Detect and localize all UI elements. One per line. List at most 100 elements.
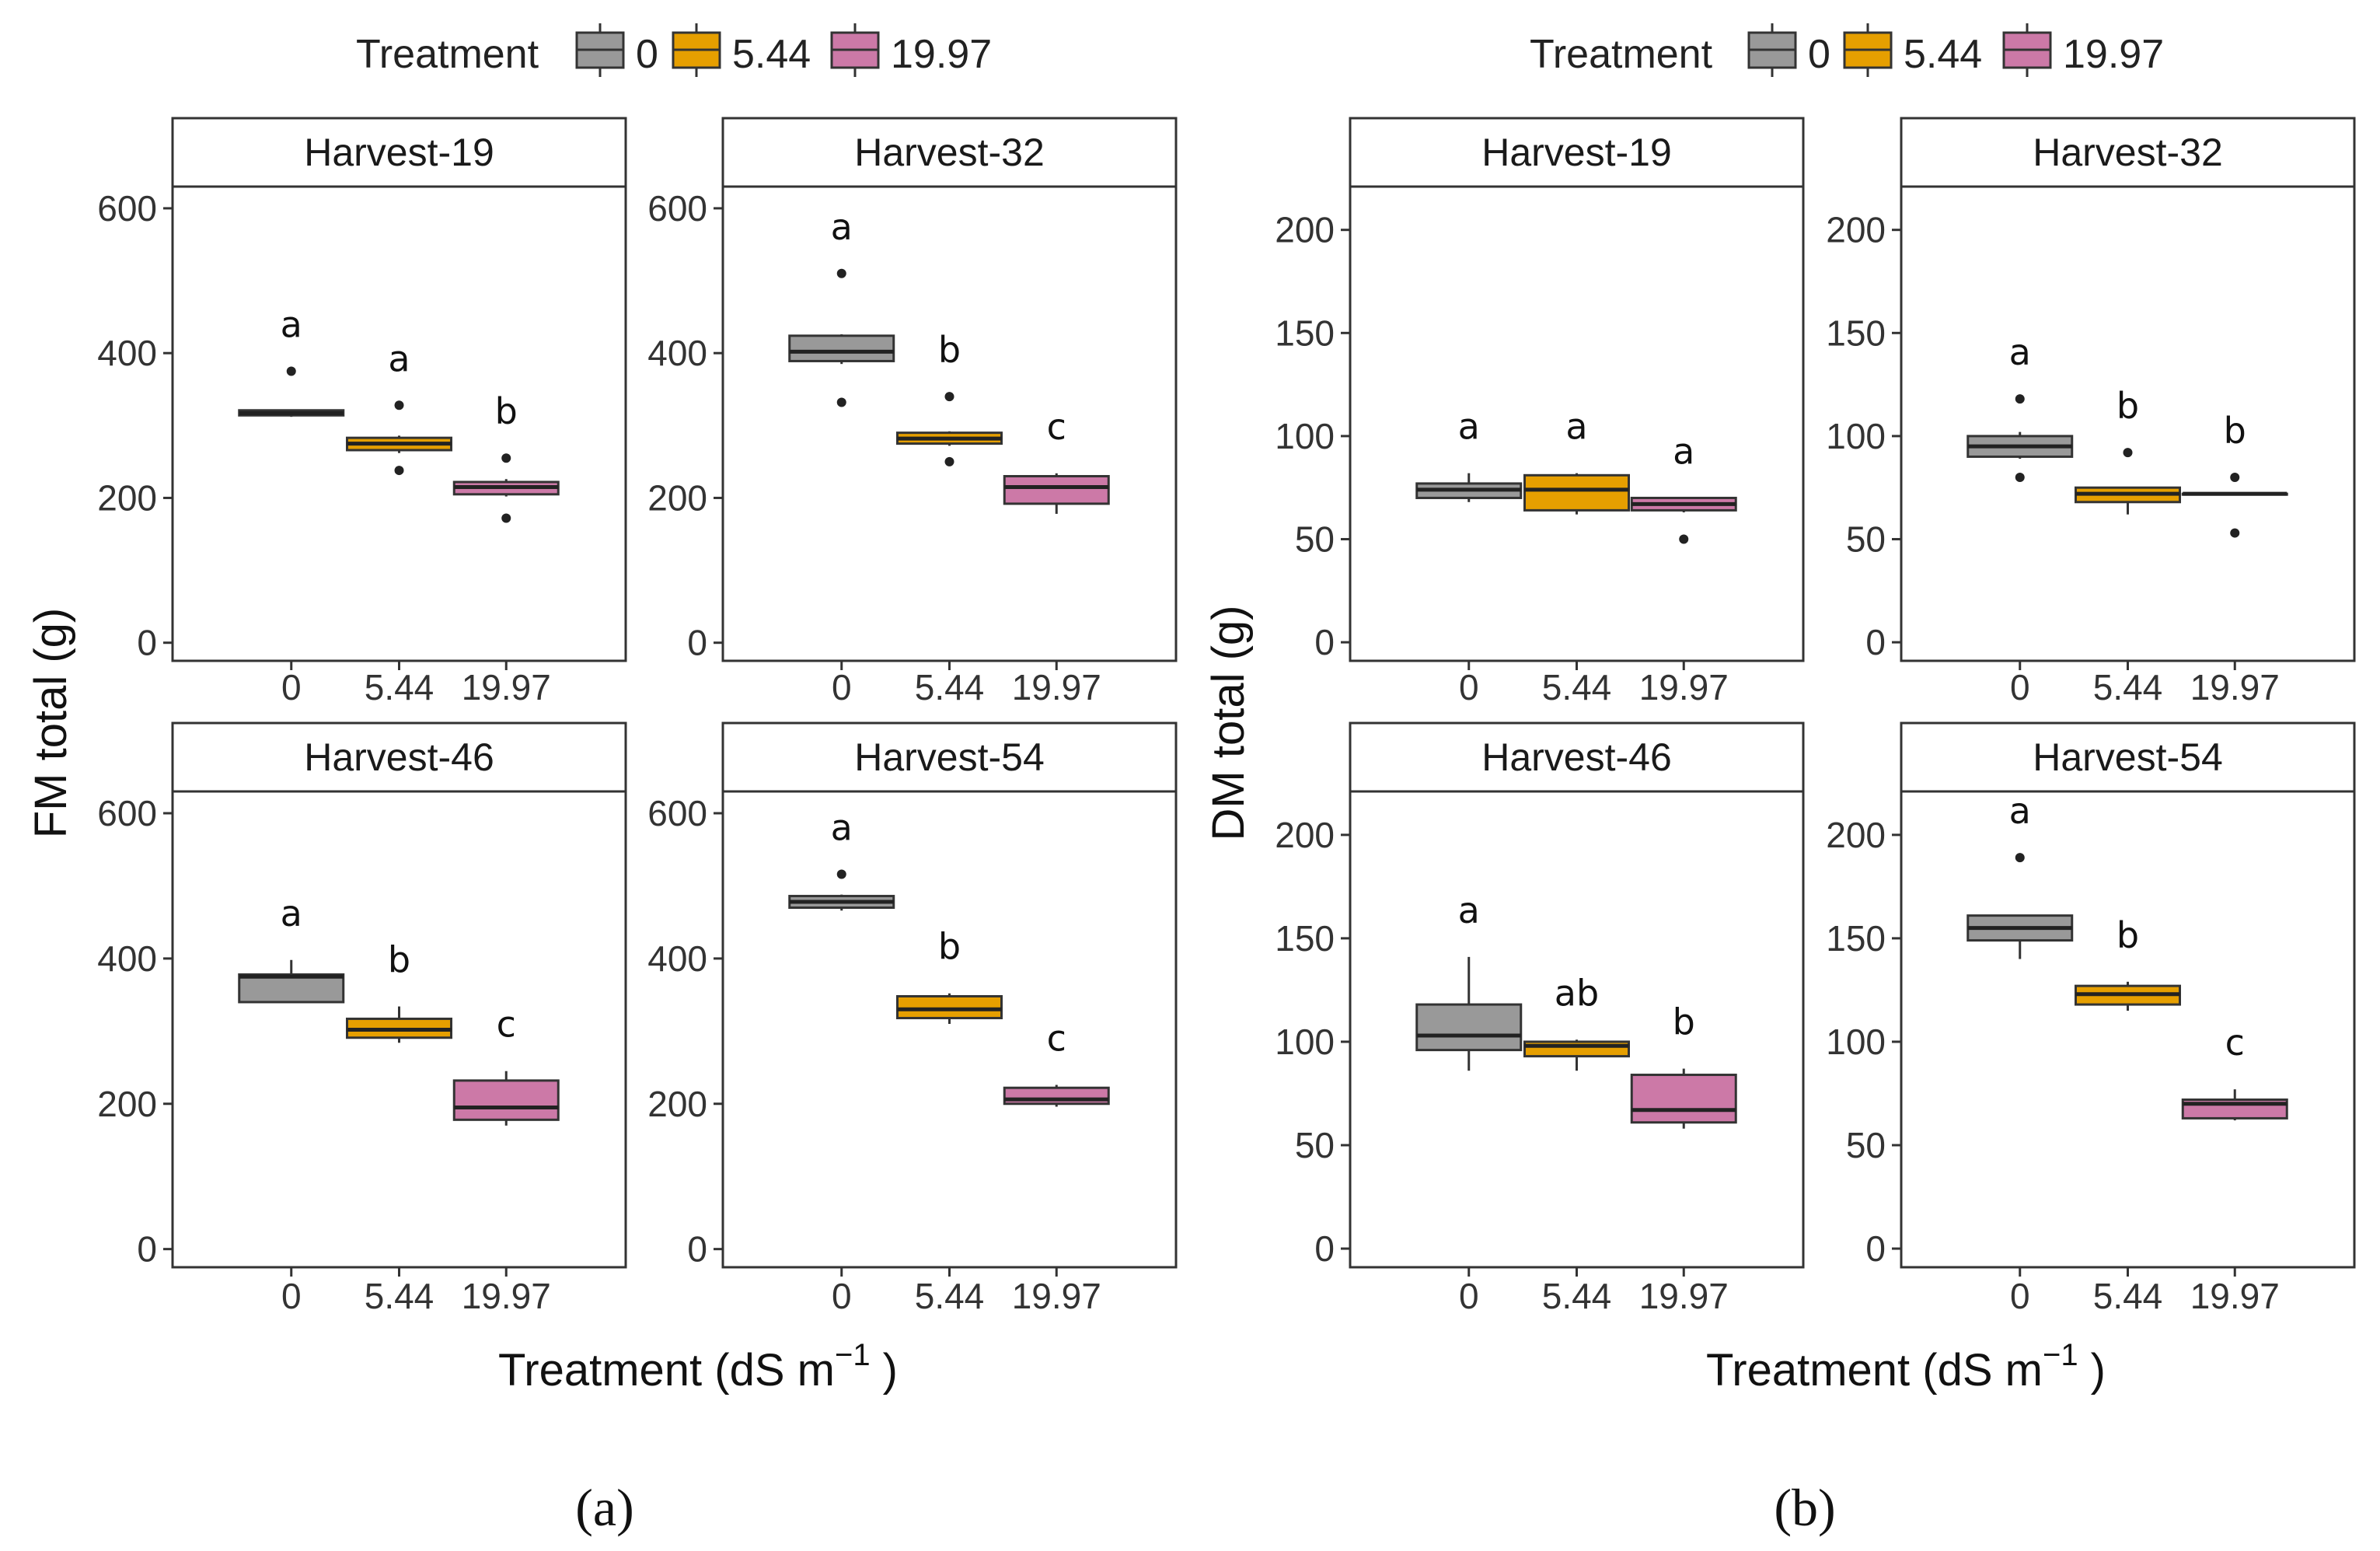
x-tick-label: 0 [281,1276,302,1316]
x-tick-label: 19.97 [1639,667,1729,707]
y-tick-label: 0 [1314,622,1335,662]
box-5-44: b [896,329,1003,466]
y-tick-label: 0 [1314,1228,1335,1269]
y-tick-label: 0 [687,1229,707,1270]
x-tick-label: 0 [2010,667,2030,707]
significance-letter: a [2009,790,2031,832]
box-19-97: c [1003,406,1110,514]
significance-letter: a [1673,430,1694,472]
facet-a-harvest-46: Harvest-46 0 200 400 600 0 5.44 19.97 a b c [97,721,627,1316]
outlier-point [836,869,846,879]
box-0: a [1415,406,1523,502]
box-iqr [1003,1086,1110,1106]
x-tick-label: 5.44 [2093,667,2163,707]
significance-letter: b [2117,385,2139,427]
legend-key-0 [1747,23,1797,77]
y-tick-label: 200 [647,477,707,518]
box-iqr [452,1079,560,1121]
box-iqr [1630,1074,1737,1124]
box-5-44: a [1523,406,1630,515]
x-tick-label: 0 [832,1276,852,1316]
outlier-point [501,453,511,463]
significance-letter: a [831,206,853,248]
significance-letter: b [938,329,961,371]
x-axis-title-main: Treatment (dS m [498,1345,835,1396]
significance-letter: a [388,337,410,379]
x-tick-label: 5.44 [915,667,985,707]
facet-a-harvest-19: Harvest-19 0 200 400 600 0 5.44 19.97 a a b [97,117,627,707]
x-tick-label: 19.97 [462,1276,551,1316]
legend-key-5-44 [672,23,721,77]
y-tick-label: 600 [647,793,707,833]
box-iqr [238,973,345,1004]
x-tick-label: 0 [1459,667,1479,707]
facet-strip [1349,117,1805,188]
y-tick-label: 200 [1275,815,1335,855]
legend-label-5-44: 5.44 [1904,32,1982,77]
box-0: a [238,893,345,1004]
x-tick-label: 0 [281,667,302,707]
box-0: a [788,807,895,911]
facet-a-harvest-32: Harvest-32 0 200 400 600 0 5.44 19.97 a b c [647,117,1178,707]
outlier-point [2015,394,2025,404]
y-tick-label: 400 [647,333,707,373]
facet-b-harvest-19: Harvest-19 0 50 100 150 200 0 5.44 19.97 a a a [1275,117,1805,707]
outlier-point [944,456,954,466]
box-5-44: b [2075,385,2181,515]
y-tick-label: 0 [1865,1228,1886,1269]
y-tick-label: 50 [1295,1125,1335,1165]
legend-label-19-97: 19.97 [891,32,992,77]
facet-title: Harvest-32 [2033,131,2223,174]
box-19-97: c [2181,1022,2288,1121]
plot-area [1900,185,2356,662]
legend-label-0: 0 [636,32,658,77]
y-tick-label: 50 [1846,519,1886,560]
box-19-97: b [452,390,560,523]
box-19-97: c [1003,1017,1110,1107]
significance-letter: b [1673,1001,1695,1043]
significance-letter: b [938,926,961,968]
significance-letter: c [2225,1022,2245,1064]
x-tick-label: 19.97 [462,667,551,707]
x-tick-label: 19.97 [1639,1276,1729,1316]
facet-title: Harvest-46 [1481,735,1672,779]
x-tick-label: 5.44 [1542,667,1612,707]
facet-title: Harvest-54 [854,735,1045,779]
y-tick-label: 200 [1275,210,1335,250]
outlier-point [836,397,846,407]
x-axis-title-main: Treatment (dS m [1706,1345,2043,1396]
y-tick-label: 400 [647,938,707,979]
x-axis-title-end: ) [2078,1345,2106,1396]
y-tick-label: 200 [97,1084,157,1124]
outlier-point [2015,853,2025,863]
facet-strip [171,117,627,188]
significance-letter: a [1458,889,1480,931]
significance-letter: a [2009,331,2031,373]
significance-letter: c [497,1004,516,1046]
significance-letter: b [495,390,518,432]
facet-strip [721,721,1178,793]
x-tick-label: 5.44 [2093,1276,2163,1316]
x-tick-label: 5.44 [915,1276,985,1316]
y-axis-title: FM total (g) [26,608,76,839]
box-19-97: c [452,1004,560,1126]
x-tick-label: 19.97 [2190,1276,2280,1316]
box-5-44: b [896,926,1003,1024]
facet-title: Harvest-46 [304,735,494,779]
significance-letter: ab [1555,972,1599,1014]
y-tick-label: 600 [647,188,707,229]
outlier-point [2123,448,2133,458]
outlier-point [836,268,846,278]
legend-key-5-44 [1843,23,1893,77]
box-19-97: b [2181,410,2288,538]
facet-title: Harvest-54 [2033,735,2223,779]
facet-b-harvest-46: Harvest-46 0 50 100 150 200 0 5.44 19.97 a ab b [1275,721,1805,1316]
y-tick-label: 50 [1846,1125,1886,1165]
x-axis-title: Treatment (dS m−1 ) [498,1338,898,1396]
legend-label-0: 0 [1808,32,1830,77]
facet-title: Harvest-32 [854,131,1045,174]
plot-area [171,185,627,662]
x-axis-title: Treatment (dS m−1 ) [1706,1338,2106,1396]
y-tick-label: 100 [1275,1022,1335,1062]
panel-caption: (b) [1774,1478,1835,1537]
